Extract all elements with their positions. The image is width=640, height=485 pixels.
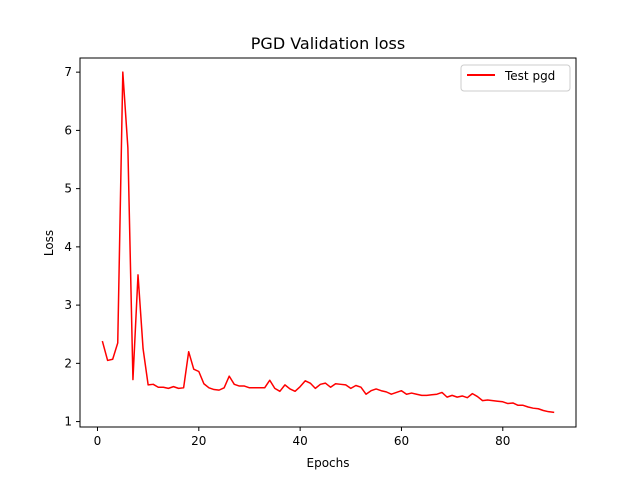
x-tick-label: 40	[292, 434, 307, 448]
x-axis-ticks: 0 20 40 60 80	[94, 427, 510, 448]
x-tick-label: 0	[94, 434, 102, 448]
y-tick-label: 7	[64, 65, 72, 79]
legend-box	[460, 64, 571, 92]
series-line-0	[101, 71, 555, 414]
y-tick-label: 3	[64, 298, 72, 312]
y-tick-label: 4	[64, 240, 72, 254]
y-tick-label: 5	[64, 182, 72, 196]
y-tick-label: 2	[64, 356, 72, 370]
y-tick-label: 1	[64, 415, 72, 429]
x-tick-label: 20	[191, 434, 206, 448]
legend-label: Test pgd	[504, 69, 555, 83]
y-axis-ticks: 1 2 3 4 5 6 7	[64, 65, 80, 429]
legend: Test pgd	[460, 64, 571, 92]
y-axis-label: Loss	[42, 230, 56, 256]
y-tick-label: 6	[64, 123, 72, 137]
x-tick-label: 60	[394, 434, 409, 448]
chart-title: PGD Validation loss	[251, 34, 405, 53]
axes-frame	[79, 57, 577, 428]
plot-area	[101, 71, 555, 414]
x-axis-label: Epochs	[307, 456, 350, 470]
x-tick-label: 80	[495, 434, 510, 448]
